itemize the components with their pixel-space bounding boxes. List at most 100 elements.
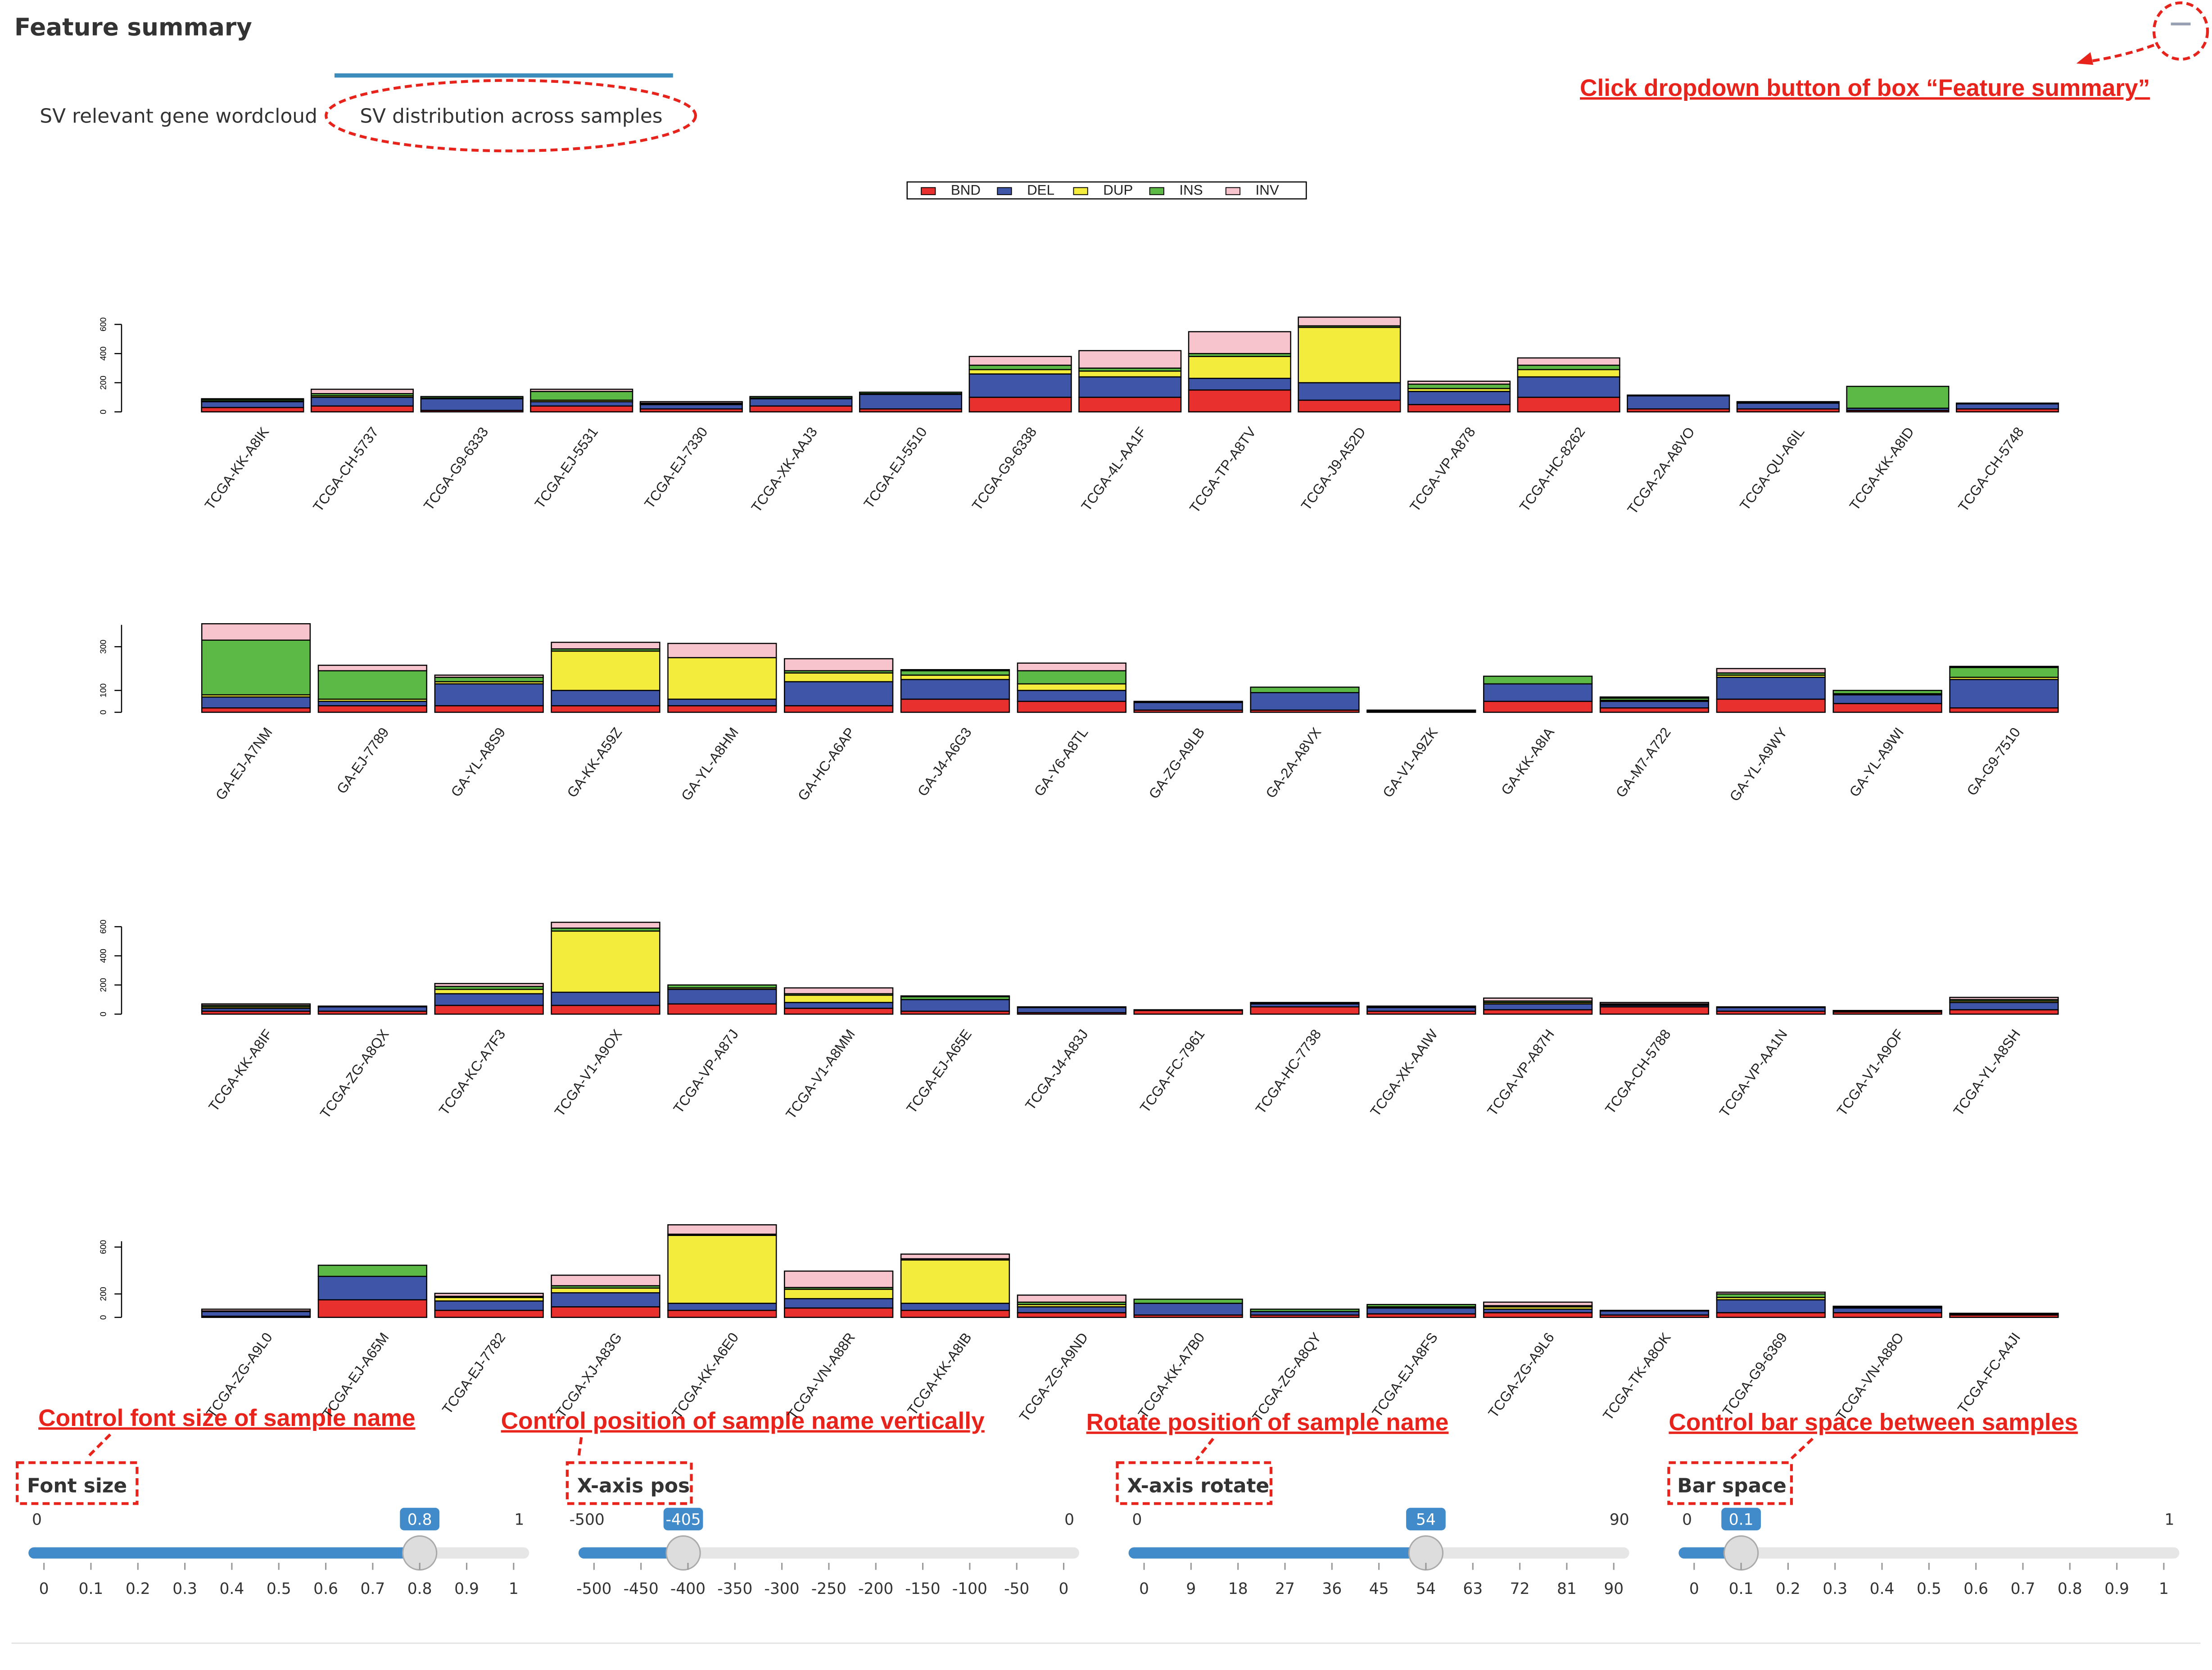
slider-tick-label: 0.4 [1870, 1580, 1895, 1598]
x-tick-label: TCGA-TP-A8TV [1186, 424, 1259, 516]
slider-tick-label: 0 [1689, 1580, 1699, 1598]
bar-segment [310, 405, 414, 412]
bar-segment [667, 1003, 777, 1015]
x-tick-label: TCGA-ZG-A8QX [317, 1027, 392, 1122]
bar-segment [434, 983, 544, 987]
slider-tick-label: 0.1 [1729, 1580, 1754, 1598]
x-tick-label: GA-YL-A8HM [678, 724, 742, 803]
bar-segment [1716, 1006, 1826, 1009]
bar-segment [1716, 698, 1826, 713]
x-tick-label: GA-V1-A9ZK [1380, 724, 1441, 800]
bar-segment [1366, 1303, 1476, 1308]
bar-segment [1517, 357, 1620, 366]
x-tick-label: TCGA-XK-AAIW [1367, 1026, 1441, 1119]
slider-fill [1128, 1547, 1426, 1559]
bar-segment [1078, 350, 1182, 369]
bar-segment [968, 369, 1072, 375]
bar-segment [1949, 679, 2059, 709]
bar-segment [667, 1309, 777, 1318]
x-tick-label: TCGA-G9-6333 [421, 424, 491, 513]
bar-segment [1017, 683, 1126, 691]
bar-segment [667, 1235, 777, 1304]
x-tick-label: TCGA-TK-A8OK [1600, 1330, 1674, 1423]
bar-segment [1716, 668, 1826, 674]
bar-segment [434, 1005, 544, 1015]
box-title: Feature summary [14, 13, 252, 41]
bar-segment [900, 999, 1010, 1012]
bar-segment [639, 404, 743, 410]
legend-label: BND [951, 182, 981, 198]
bar-segment [784, 658, 894, 671]
bar-segment [1949, 996, 2059, 1000]
slider-value: 54 [1416, 1511, 1436, 1529]
slider-tick-label: 1 [2159, 1580, 2169, 1598]
bar-segment [784, 1307, 894, 1318]
slider-tick-label: -150 [905, 1580, 940, 1598]
x-tick-label: TCGA-V1-A9OF [1834, 1027, 1907, 1119]
slider-handle[interactable] [665, 1535, 701, 1571]
bar-segment [667, 984, 777, 989]
bar-segment [1517, 364, 1620, 371]
slider-track [1678, 1547, 2180, 1559]
bar-segment [784, 1298, 894, 1309]
tab[interactable]: SV relevant gene wordcloud [40, 105, 317, 128]
x-tick-label: TCGA-EJ-7330 [641, 424, 710, 511]
bar-segment [1078, 370, 1182, 378]
bar-segment [1017, 662, 1126, 671]
bar-segment [784, 1270, 894, 1288]
bar-segment [201, 398, 304, 400]
y-tick-label: 400 [98, 949, 108, 963]
bar-segment [434, 677, 544, 683]
bar-segment [1133, 701, 1243, 711]
x-tick-label: TCGA-KK-A8IK [202, 424, 272, 513]
bar-segment [1250, 686, 1360, 693]
bar-segment [1298, 399, 1401, 412]
bar-segment [434, 989, 544, 995]
x-tick-label: TCGA-G9-6338 [969, 424, 1040, 513]
slider-tick-label: -300 [764, 1580, 800, 1598]
x-tick-label: TCGA-2A-A8VO [1624, 424, 1698, 517]
x-tick-label: TCGA-XK-AAJ3 [748, 424, 820, 515]
bar-segment [201, 707, 311, 713]
bar-segment [551, 705, 660, 713]
bar-segment [1483, 997, 1593, 1002]
bar-segment [317, 1264, 427, 1277]
slider-value: -405 [665, 1511, 701, 1529]
bar-segment [434, 993, 544, 1006]
slider-tick-label: 0.3 [172, 1580, 197, 1598]
tab[interactable]: SV distribution across samples [360, 105, 662, 128]
bar-segment [900, 679, 1010, 700]
y-tick-label: 200 [98, 376, 108, 389]
bar-segment [1407, 380, 1511, 385]
slider-fill [28, 1547, 420, 1559]
bar-segment [1956, 403, 2059, 410]
slider-tick-label: 0.6 [1963, 1580, 1988, 1598]
bar-segment [1716, 1291, 1826, 1295]
slider-max: 0 [1064, 1511, 1074, 1529]
bar-segment [420, 398, 524, 411]
y-tick-label: 400 [98, 347, 108, 361]
x-tick-label: GA-KK-A8IA [1498, 724, 1557, 798]
bar-segment [1949, 665, 2059, 668]
highlight [15, 1461, 139, 1505]
x-tick-label: TCGA-EJ-A65E [904, 1027, 975, 1116]
bar-segment [201, 696, 311, 709]
x-tick-label: TCGA-CH-5737 [310, 424, 382, 515]
x-tick-label: TCGA-FC-A4JI [1954, 1330, 2023, 1416]
annotation: Rotate position of sample name [1086, 1409, 1449, 1435]
bar-segment [201, 1311, 311, 1317]
slider-tick-label: -250 [811, 1580, 846, 1598]
slider-tick-label: 0.1 [79, 1580, 104, 1598]
bar-segment [1627, 395, 1730, 410]
highlight [325, 79, 697, 153]
bar-segment [1949, 1009, 2059, 1015]
annotation: Click dropdown button of box “Feature su… [1580, 75, 2150, 101]
slider-tick-label: 0.5 [1917, 1580, 1941, 1598]
bar-segment [1949, 1002, 2059, 1010]
bar-segment [1949, 707, 2059, 713]
slider-tick-label: 1 [509, 1580, 519, 1598]
bar-segment [1017, 1312, 1126, 1318]
slider-fill [578, 1547, 683, 1559]
bar-segment [1017, 701, 1126, 713]
bar-segment [639, 401, 743, 404]
